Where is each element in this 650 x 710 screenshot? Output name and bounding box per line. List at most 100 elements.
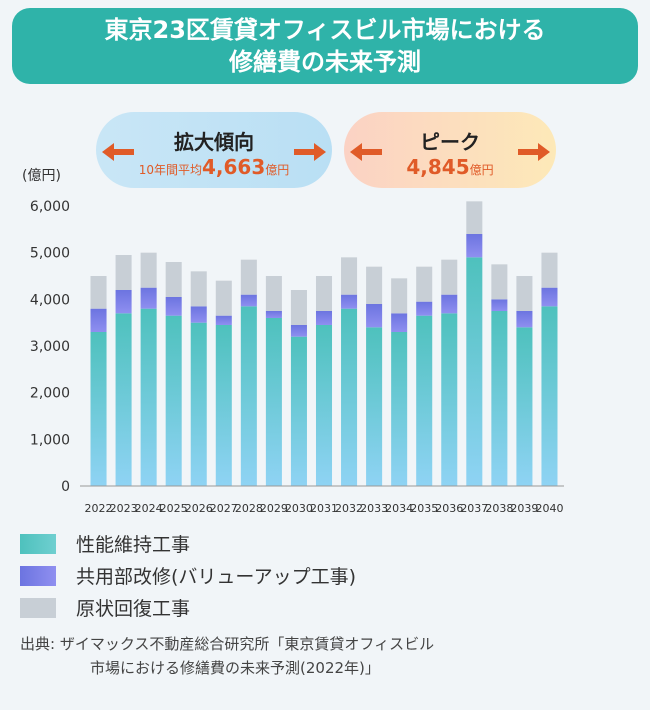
maintenance-bar xyxy=(240,306,257,486)
y-tick-label: 3,000 xyxy=(30,339,70,355)
maintenance-bar xyxy=(366,327,383,486)
common-area-bar xyxy=(215,315,232,325)
expand-callout-prefix: 10年間平均 xyxy=(138,163,202,177)
maintenance-bar xyxy=(441,313,458,486)
common-area-bar xyxy=(265,311,282,318)
maintenance-bar xyxy=(391,332,408,486)
x-tick-label: 2038 xyxy=(485,502,513,515)
common-area-bar xyxy=(165,297,182,316)
restoration-bar xyxy=(441,259,458,295)
legend-swatch xyxy=(20,598,56,618)
x-tick-label: 2024 xyxy=(135,502,163,515)
restoration-bar xyxy=(391,278,408,314)
common-area-bar xyxy=(115,290,132,314)
x-tick-label: 2026 xyxy=(185,502,213,515)
common-area-bar xyxy=(416,301,433,316)
maintenance-bar xyxy=(190,322,207,486)
left-arrow-icon xyxy=(350,143,382,161)
common-area-bar xyxy=(240,294,257,307)
restoration-bar xyxy=(516,276,533,311)
peak-callout-unit: 億円 xyxy=(469,163,494,177)
maintenance-bar xyxy=(541,306,558,486)
legend-item-common: 共用部改修(バリューアップ工事) xyxy=(20,562,440,590)
restoration-bar xyxy=(240,259,257,295)
maintenance-bar xyxy=(265,318,282,486)
restoration-bar xyxy=(341,257,358,295)
x-tick-label: 2031 xyxy=(310,502,338,515)
x-tick-label: 2034 xyxy=(385,502,413,515)
restoration-bar xyxy=(90,276,107,309)
x-tick-label: 2025 xyxy=(160,502,188,515)
legend-label: 共用部改修(バリューアップ工事) xyxy=(76,566,357,588)
restoration-bar xyxy=(190,271,207,307)
legend-swatch xyxy=(20,534,56,554)
y-tick-label: 2,000 xyxy=(30,386,70,402)
maintenance-bar xyxy=(466,257,483,486)
x-tick-label: 2033 xyxy=(360,502,388,515)
expand-callout: 拡大傾向 10年間平均4,663億円 xyxy=(96,112,332,188)
maintenance-bar xyxy=(416,315,433,486)
source-line2: 市場における修繕費の未来予測(2022年)」 xyxy=(90,659,380,677)
legend-item-restoration: 原状回復工事 xyxy=(20,594,420,622)
restoration-bar xyxy=(115,255,132,290)
x-tick-label: 2040 xyxy=(535,502,563,515)
x-tick-label: 2029 xyxy=(260,502,288,515)
common-area-bar xyxy=(466,234,483,258)
common-area-bar xyxy=(516,311,533,328)
common-area-bar xyxy=(190,306,207,323)
restoration-bar xyxy=(466,201,483,234)
expand-callout-number: 4,663 xyxy=(202,155,266,179)
common-area-bar xyxy=(366,304,383,328)
stacked-bar-chart: (億円) 0 1,000 2,000 3,000 4,000 5,000 6,000 202… xyxy=(22,168,564,515)
x-tick-label: 2028 xyxy=(235,502,263,515)
expand-callout-value: 10年間平均4,663億円 xyxy=(96,155,332,179)
common-area-bar xyxy=(140,287,157,309)
restoration-bar xyxy=(541,252,558,288)
common-area-bar xyxy=(290,325,307,337)
common-area-bar xyxy=(341,294,358,309)
restoration-bar xyxy=(165,262,182,297)
restoration-bar xyxy=(315,276,333,311)
restoration-bar xyxy=(416,266,433,302)
legend-swatch xyxy=(20,566,56,586)
x-tick-label: 2027 xyxy=(210,502,238,515)
expand-callout-title: 拡大傾向 xyxy=(174,130,254,154)
maintenance-bar xyxy=(315,325,333,486)
left-arrow-icon xyxy=(102,143,134,161)
restoration-bar xyxy=(366,266,383,304)
legend-label: 性能維持工事 xyxy=(76,534,191,556)
restoration-bar xyxy=(491,264,508,300)
x-tick-label: 2036 xyxy=(435,502,463,515)
peak-callout-title: ピーク xyxy=(420,130,480,154)
peak-callout-number: 4,845 xyxy=(406,155,470,179)
x-tick-label: 2039 xyxy=(510,502,538,515)
maintenance-bar xyxy=(341,308,358,486)
peak-callout-value: 4,845億円 xyxy=(344,155,556,179)
common-area-bar xyxy=(315,311,333,325)
restoration-bar xyxy=(290,290,307,325)
source-line1: 出典: ザイマックス不動産総合研究所「東京賃貸オフィスビル xyxy=(20,635,435,653)
y-tick-label: 0 xyxy=(61,479,70,495)
common-area-bar xyxy=(491,299,508,311)
restoration-bar xyxy=(265,276,282,311)
restoration-bar xyxy=(215,280,232,316)
x-tick-label: 2030 xyxy=(285,502,313,515)
common-area-bar xyxy=(541,287,558,307)
restoration-bar xyxy=(140,252,157,288)
x-tick-label: 2037 xyxy=(460,502,488,515)
title-line1: 東京23区賃貸オフィスビル市場における xyxy=(104,16,546,44)
right-arrow-icon xyxy=(294,143,326,161)
x-tick-label: 2023 xyxy=(110,502,138,515)
legend-item-maintenance: 性能維持工事 xyxy=(20,530,420,558)
maintenance-bar xyxy=(491,311,508,486)
y-tick-label: 6,000 xyxy=(30,199,70,215)
common-area-bar xyxy=(90,308,107,332)
maintenance-bar xyxy=(516,327,533,486)
legend-label: 原状回復工事 xyxy=(76,598,191,620)
y-tick-label: 4,000 xyxy=(30,292,70,308)
y-tick-label: 5,000 xyxy=(30,246,70,262)
y-tick-label: 1,000 xyxy=(30,432,70,448)
x-tick-label: 2022 xyxy=(85,502,113,515)
y-unit-label: (億円) xyxy=(22,168,61,184)
expand-callout-unit: 億円 xyxy=(265,163,290,177)
